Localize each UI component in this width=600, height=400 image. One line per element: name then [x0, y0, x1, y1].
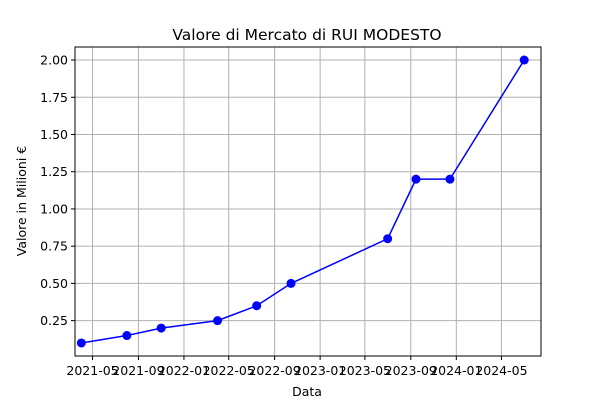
data-point: [252, 301, 262, 311]
y-axis-title: Valore in Milioni €: [14, 146, 29, 256]
y-tick-label: 0.75: [40, 239, 68, 254]
data-point: [519, 55, 529, 65]
x-tick-label: 2022-09: [248, 363, 300, 378]
x-axis-title: Data: [292, 384, 322, 399]
y-tick-label: 1.75: [40, 90, 68, 105]
x-tick-label: 2024-01: [430, 363, 482, 378]
x-tick-label: 2022-05: [203, 363, 255, 378]
x-tick-label: 2023-09: [385, 363, 437, 378]
chart-title: Valore di Mercato di RUI MODESTO: [172, 26, 441, 44]
data-point: [286, 278, 296, 288]
x-tick-label: 2021-09: [112, 363, 164, 378]
y-tick-label: 0.25: [40, 313, 68, 328]
data-point: [445, 174, 455, 184]
x-tick-label: 2023-01: [294, 363, 346, 378]
data-point: [76, 338, 86, 348]
x-tick-label: 2024-05: [475, 363, 527, 378]
y-tick-label: 1.50: [40, 127, 68, 142]
series-line: [81, 59, 525, 344]
data-point: [383, 234, 393, 244]
data-point: [122, 331, 132, 341]
series-layer: [76, 55, 529, 348]
ticks: 2021-052021-092022-012022-052022-092023-…: [40, 53, 527, 378]
grid: [75, 47, 541, 356]
data-point: [411, 174, 421, 184]
y-tick-label: 1.25: [40, 164, 68, 179]
y-tick-label: 2.00: [40, 53, 68, 68]
y-tick-label: 1.00: [40, 201, 68, 216]
x-tick-label: 2022-01: [158, 363, 210, 378]
x-tick-label: 2023-05: [339, 363, 391, 378]
data-point: [213, 316, 223, 326]
x-tick-label: 2021-05: [66, 363, 118, 378]
data-point: [156, 323, 166, 333]
y-tick-label: 0.50: [40, 276, 68, 291]
plot-frame: [74, 46, 542, 357]
